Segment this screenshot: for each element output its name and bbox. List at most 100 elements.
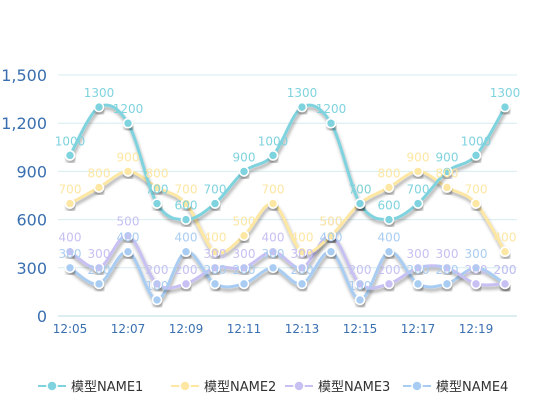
data-point[interactable]: [151, 294, 163, 306]
data-point[interactable]: [441, 278, 453, 290]
data-label: 1200: [113, 102, 144, 116]
x-tick-label: 12:15: [343, 322, 378, 336]
data-point[interactable]: [412, 278, 424, 290]
data-point[interactable]: [238, 262, 250, 274]
data-point[interactable]: [209, 246, 221, 258]
legend-item-4[interactable]: 模型NAME4: [403, 380, 508, 395]
data-point[interactable]: [470, 150, 482, 161]
data-point[interactable]: [209, 278, 221, 290]
data-point[interactable]: [354, 294, 366, 306]
data-point[interactable]: [499, 278, 511, 290]
data-point[interactable]: [93, 182, 105, 193]
legend-label: 模型NAME4: [436, 380, 508, 395]
legend-marker-icon: [293, 380, 305, 392]
data-point[interactable]: [122, 117, 134, 129]
data-label: 600: [175, 199, 198, 213]
data-point[interactable]: [325, 117, 337, 129]
data-point[interactable]: [441, 166, 453, 177]
data-label: 700: [204, 183, 227, 197]
data-point[interactable]: [209, 198, 221, 209]
legend-marker-icon: [411, 380, 423, 392]
data-label: 400: [204, 231, 227, 245]
data-point[interactable]: [122, 246, 134, 258]
data-point[interactable]: [441, 182, 453, 193]
data-point[interactable]: [354, 278, 366, 290]
data-label: 700: [349, 183, 372, 197]
legend-marker-icon: [46, 380, 58, 392]
data-point[interactable]: [93, 101, 105, 113]
data-point[interactable]: [412, 198, 424, 209]
legend-label: 模型NAME3: [318, 380, 390, 395]
data-point[interactable]: [267, 198, 279, 209]
data-point[interactable]: [122, 230, 134, 241]
data-point[interactable]: [64, 262, 76, 274]
data-point[interactable]: [122, 166, 134, 177]
data-label: 600: [378, 199, 401, 213]
data-point[interactable]: [267, 150, 279, 161]
y-tick-label: 600: [16, 211, 47, 230]
legend-item-1[interactable]: 模型NAME1: [38, 380, 143, 395]
series-line-1: [68, 103, 507, 222]
data-label: 200: [175, 263, 198, 277]
legend-item-2[interactable]: 模型NAME2: [171, 380, 276, 395]
data-label: 200: [407, 263, 430, 277]
legend-item-3[interactable]: 模型NAME3: [285, 380, 390, 395]
data-label: 1300: [84, 86, 115, 100]
data-point[interactable]: [209, 262, 221, 274]
data-point[interactable]: [64, 198, 76, 209]
data-point[interactable]: [180, 278, 192, 290]
data-label: 300: [465, 247, 488, 261]
data-point[interactable]: [180, 198, 192, 209]
data-point[interactable]: [267, 262, 279, 274]
x-axis: 12:05 12:07 12:09 12:11 12:13 12:15 12:17 12:19: [53, 322, 494, 336]
data-point[interactable]: [441, 262, 453, 274]
data-point[interactable]: [238, 166, 250, 177]
data-point[interactable]: [151, 198, 163, 209]
data-point[interactable]: [180, 214, 192, 225]
data-point[interactable]: [383, 246, 395, 258]
data-point[interactable]: [412, 262, 424, 274]
data-point[interactable]: [383, 182, 395, 193]
data-point[interactable]: [354, 198, 366, 209]
data-label: 300: [88, 247, 111, 261]
data-label: 300: [59, 247, 82, 261]
data-label: 500: [320, 215, 343, 229]
data-label: 300: [204, 247, 227, 261]
data-point[interactable]: [64, 246, 76, 258]
data-point[interactable]: [325, 246, 337, 258]
data-label: 1300: [287, 86, 318, 100]
data-point[interactable]: [93, 262, 105, 274]
legend[interactable]: 模型NAME1 模型NAME2 模型NAME3 模型NAME4: [38, 380, 508, 395]
data-point[interactable]: [383, 278, 395, 290]
x-tick-label: 12:19: [459, 322, 494, 336]
data-point[interactable]: [412, 166, 424, 177]
data-points: [64, 101, 511, 306]
data-point[interactable]: [267, 246, 279, 258]
data-label: 1200: [316, 102, 347, 116]
data-point[interactable]: [470, 198, 482, 209]
data-point[interactable]: [64, 150, 76, 161]
data-point[interactable]: [238, 230, 250, 241]
data-point[interactable]: [470, 278, 482, 290]
data-point[interactable]: [499, 101, 511, 113]
data-point[interactable]: [325, 230, 337, 241]
data-label: 700: [407, 183, 430, 197]
data-point[interactable]: [296, 101, 308, 113]
data-point[interactable]: [499, 246, 511, 258]
data-label: 200: [146, 263, 169, 277]
data-point[interactable]: [180, 246, 192, 258]
data-point[interactable]: [151, 278, 163, 290]
x-tick-label: 12:07: [111, 322, 146, 336]
data-point[interactable]: [238, 278, 250, 290]
data-label: 700: [262, 183, 285, 197]
data-point[interactable]: [470, 262, 482, 274]
data-point[interactable]: [151, 182, 163, 193]
data-point[interactable]: [93, 278, 105, 290]
data-label: 300: [262, 247, 285, 261]
data-point[interactable]: [296, 278, 308, 290]
data-point[interactable]: [296, 246, 308, 258]
data-point[interactable]: [383, 214, 395, 225]
data-point[interactable]: [296, 262, 308, 274]
